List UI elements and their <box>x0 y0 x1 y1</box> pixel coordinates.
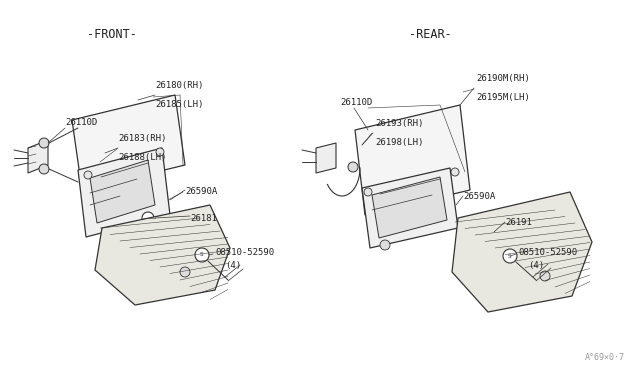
Text: (4): (4) <box>225 261 241 270</box>
Polygon shape <box>28 140 48 173</box>
Text: 26110D: 26110D <box>340 98 372 107</box>
Text: 26110D: 26110D <box>65 118 97 127</box>
Circle shape <box>451 168 459 176</box>
Text: 26181: 26181 <box>190 214 217 223</box>
Text: 08510-52590: 08510-52590 <box>215 248 274 257</box>
Text: 26190M(RH): 26190M(RH) <box>476 74 530 83</box>
Polygon shape <box>316 143 336 173</box>
Text: 26185(LH): 26185(LH) <box>155 100 204 109</box>
Polygon shape <box>355 105 470 215</box>
Circle shape <box>84 171 92 179</box>
Circle shape <box>39 138 49 148</box>
Text: (4): (4) <box>528 261 544 270</box>
Circle shape <box>195 248 209 262</box>
Text: 26198(LH): 26198(LH) <box>375 138 424 147</box>
Polygon shape <box>90 160 155 223</box>
Circle shape <box>364 188 372 196</box>
Polygon shape <box>362 168 458 248</box>
Circle shape <box>540 271 550 281</box>
Text: A°69×0·7: A°69×0·7 <box>585 353 625 362</box>
Text: 08510-52590: 08510-52590 <box>518 248 577 257</box>
Text: 26590A: 26590A <box>463 192 495 201</box>
Circle shape <box>380 240 390 250</box>
Circle shape <box>39 164 49 174</box>
Text: 26590A: 26590A <box>185 187 217 196</box>
Polygon shape <box>452 192 592 312</box>
Text: -REAR-: -REAR- <box>408 28 451 41</box>
Circle shape <box>142 212 154 224</box>
Circle shape <box>180 267 190 277</box>
Text: S: S <box>508 253 512 259</box>
Text: 26191: 26191 <box>505 218 532 227</box>
Polygon shape <box>95 205 230 305</box>
Polygon shape <box>72 95 185 190</box>
Polygon shape <box>78 148 170 237</box>
Text: 26193(RH): 26193(RH) <box>375 119 424 128</box>
Circle shape <box>348 162 358 172</box>
Text: 26195M(LH): 26195M(LH) <box>476 93 530 102</box>
Circle shape <box>156 148 164 156</box>
Text: 26188(LH): 26188(LH) <box>118 153 166 162</box>
Text: 26180(RH): 26180(RH) <box>155 81 204 90</box>
Text: 26183(RH): 26183(RH) <box>118 134 166 143</box>
Polygon shape <box>372 177 447 238</box>
Text: -FRONT-: -FRONT- <box>87 28 137 41</box>
Text: S: S <box>200 253 204 257</box>
Circle shape <box>503 249 517 263</box>
